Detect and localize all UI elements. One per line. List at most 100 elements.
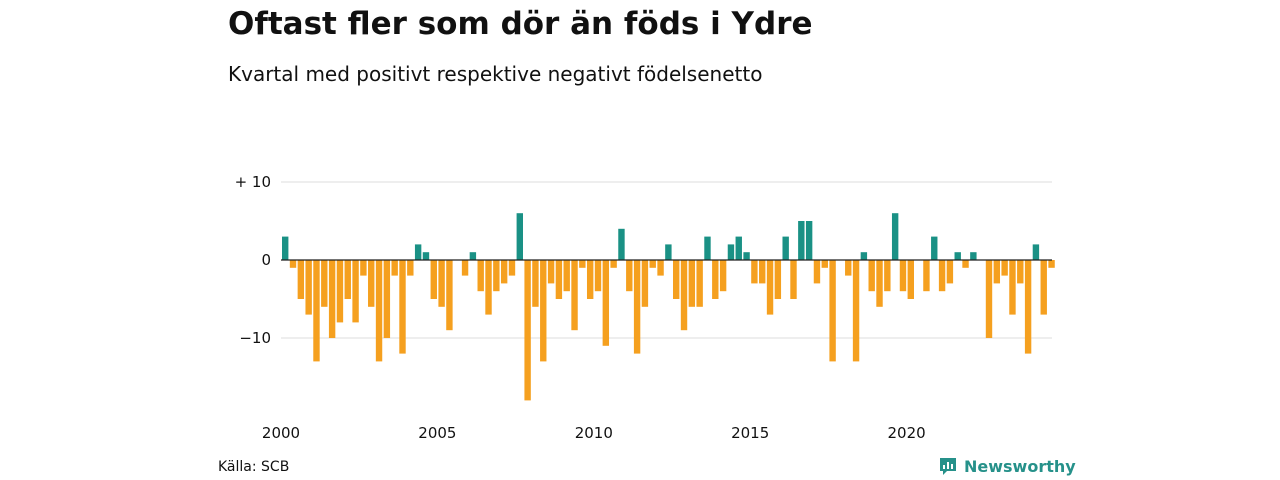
bar	[352, 260, 359, 323]
bar	[931, 236, 938, 260]
bar	[328, 260, 336, 338]
bar	[712, 260, 719, 299]
bar	[375, 260, 383, 362]
bar	[540, 260, 547, 362]
bar	[313, 260, 320, 362]
chart-bars-icon	[940, 458, 956, 475]
x-tick-label: 2020	[888, 424, 926, 442]
bar	[891, 213, 899, 260]
x-tick-label: 2000	[262, 424, 300, 442]
bar	[524, 260, 531, 401]
bar	[766, 260, 774, 315]
bar	[688, 260, 696, 307]
bar	[821, 260, 828, 268]
bar	[414, 244, 422, 260]
bar	[759, 260, 766, 284]
bar	[571, 260, 578, 331]
bar	[641, 260, 649, 307]
bar	[696, 260, 703, 307]
y-tick-label: −10	[239, 329, 271, 347]
bar	[852, 260, 860, 362]
bar	[602, 260, 610, 346]
bar	[954, 252, 961, 260]
bar	[282, 236, 289, 260]
bar	[438, 260, 445, 307]
bar	[344, 260, 351, 299]
bar	[446, 260, 453, 331]
bar	[1024, 260, 1032, 354]
bar	[938, 260, 946, 292]
bar	[735, 236, 742, 260]
bar	[993, 260, 1001, 284]
bar	[383, 260, 391, 338]
bar	[336, 260, 344, 323]
bar	[399, 260, 406, 354]
bar	[719, 260, 727, 292]
bar	[360, 260, 367, 276]
bar	[884, 260, 891, 292]
bar	[704, 236, 711, 260]
bar	[555, 260, 563, 299]
bar	[798, 221, 805, 260]
bar	[782, 236, 789, 260]
bar	[289, 260, 297, 268]
bar	[626, 260, 633, 292]
bar	[618, 228, 625, 260]
bar	[485, 260, 492, 315]
bar	[594, 260, 602, 292]
bar	[946, 260, 954, 284]
bar	[547, 260, 555, 284]
bar	[500, 260, 508, 284]
bar	[1001, 260, 1008, 276]
bar	[532, 260, 539, 307]
bar	[923, 260, 930, 292]
bar	[422, 252, 430, 260]
bar	[868, 260, 875, 292]
bar	[586, 260, 594, 299]
bar	[657, 260, 664, 276]
bar	[407, 260, 414, 276]
bar	[813, 260, 821, 284]
grid-lines	[281, 181, 1052, 339]
x-tick-label: 2015	[731, 424, 769, 442]
bar	[305, 260, 312, 315]
bar	[774, 260, 782, 299]
bar	[1048, 260, 1055, 268]
bar	[680, 260, 688, 331]
bar	[477, 260, 484, 292]
x-tick-label: 2005	[418, 424, 456, 442]
bar	[1032, 244, 1040, 260]
bar	[962, 260, 969, 268]
bar	[516, 213, 523, 260]
chart-title: Oftast fler som dör än föds i Ydre	[228, 6, 813, 42]
bar	[461, 260, 469, 276]
bar	[876, 260, 883, 307]
bar	[845, 260, 852, 276]
bar	[469, 252, 477, 260]
bar	[508, 260, 516, 276]
x-axis-ticks: 2000 2005 2010 2015 2020	[262, 424, 926, 442]
bar	[1017, 260, 1024, 284]
bar	[430, 260, 437, 299]
bar	[899, 260, 907, 292]
bar	[860, 252, 868, 260]
bar	[610, 260, 617, 268]
bar	[579, 260, 586, 268]
y-tick-label: + 10	[235, 173, 271, 191]
brand-name: Newsworthy	[964, 456, 1076, 476]
bar	[563, 260, 570, 292]
brand-logo: Newsworthy	[938, 456, 1076, 476]
bar	[805, 221, 813, 260]
y-tick-label: 0	[261, 251, 271, 269]
y-axis-ticks: + 10 0 −10	[235, 173, 271, 347]
bars	[282, 213, 1055, 401]
bar	[321, 260, 328, 307]
bar	[493, 260, 500, 292]
bar	[751, 260, 758, 284]
bar	[1009, 260, 1016, 315]
x-tick-label: 2010	[575, 424, 613, 442]
bar	[907, 260, 914, 299]
bar	[391, 260, 398, 276]
bar	[829, 260, 836, 362]
